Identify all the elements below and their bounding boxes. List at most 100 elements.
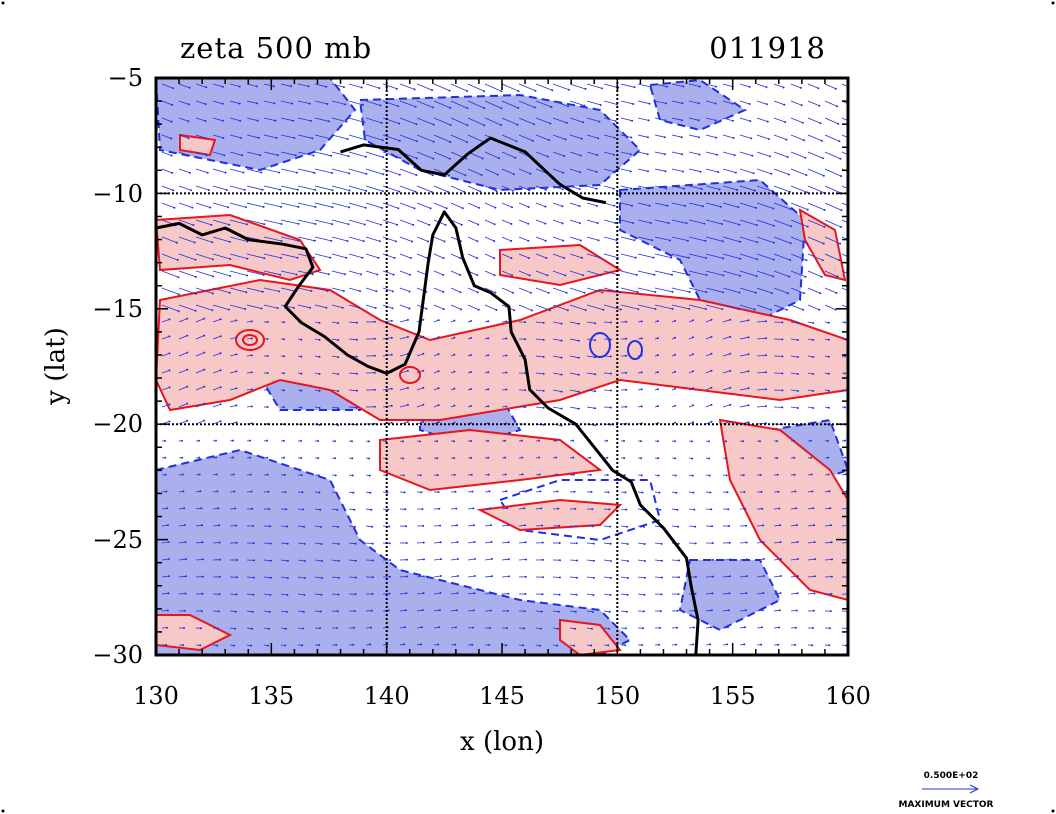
wind-vector-head xyxy=(456,541,459,544)
wind-vector-head xyxy=(487,371,490,374)
wind-vector xyxy=(331,151,349,157)
wind-vector xyxy=(586,542,594,544)
wind-vector xyxy=(535,287,549,294)
wind-vector xyxy=(535,134,550,141)
wind-vector xyxy=(416,370,424,374)
wind-vector-head xyxy=(541,576,544,579)
wind-vector xyxy=(807,304,820,311)
wind-vector xyxy=(773,100,785,106)
wind-vector-head xyxy=(355,389,358,392)
wind-vector xyxy=(552,185,563,190)
wind-vector-head xyxy=(720,223,723,225)
wind-vector xyxy=(688,236,706,242)
wind-vector-head xyxy=(166,609,169,612)
wind-vector-head xyxy=(515,140,518,143)
wind-vector-head xyxy=(813,558,816,561)
wind-vector-head xyxy=(577,373,580,376)
wind-vector-head xyxy=(352,643,355,646)
wind-vector-head xyxy=(598,120,601,123)
wind-vector-head xyxy=(293,137,296,139)
wind-vector-head xyxy=(787,173,790,176)
wind-vector xyxy=(790,406,798,409)
wind-vector-head xyxy=(202,558,204,561)
wind-vector-head xyxy=(747,387,750,390)
wind-vector xyxy=(586,355,596,358)
wind-vector-head xyxy=(453,473,456,476)
wind-vector-head xyxy=(674,440,676,443)
wind-vector-head xyxy=(742,457,745,460)
wind-vector-head xyxy=(556,644,559,647)
wind-vector-head xyxy=(785,308,788,311)
wind-vector xyxy=(416,100,434,108)
wind-vector-head xyxy=(729,352,732,355)
wind-vector xyxy=(178,236,195,243)
wind-vector-head xyxy=(680,136,683,139)
wind-vector-head xyxy=(729,369,732,372)
wind-vector-head xyxy=(285,508,288,511)
wind-vector-head xyxy=(656,405,659,408)
wind-vector-head xyxy=(779,592,782,595)
wind-vector xyxy=(365,525,373,528)
wind-vector xyxy=(841,253,848,258)
wind-vector xyxy=(620,525,628,528)
wind-vector-head xyxy=(524,389,527,392)
wind-vector-head xyxy=(228,240,231,243)
wind-vector xyxy=(722,404,731,408)
wind-vector-head xyxy=(336,610,339,613)
wind-vector xyxy=(280,525,288,527)
wind-vector xyxy=(297,304,311,309)
wind-vector-head xyxy=(368,440,370,443)
wind-vector-head xyxy=(516,123,519,126)
wind-vector xyxy=(637,236,653,241)
wind-vector xyxy=(552,236,564,241)
wind-vector-head xyxy=(187,120,190,123)
wind-vector xyxy=(178,541,186,544)
wind-vector xyxy=(535,236,546,242)
wind-vector xyxy=(280,304,294,309)
wind-vector xyxy=(586,117,600,122)
wind-vector xyxy=(637,134,648,138)
wind-vector-head xyxy=(188,86,191,89)
wind-vector-head xyxy=(811,490,814,493)
wind-vector-head xyxy=(619,291,622,294)
wind-vector xyxy=(671,270,690,276)
wind-vector-head xyxy=(437,370,440,373)
wind-vector-head xyxy=(472,507,475,510)
wind-vector-head xyxy=(810,456,813,459)
wind-vector xyxy=(382,270,394,275)
wind-vector-head xyxy=(629,170,632,173)
wind-vector xyxy=(467,304,479,311)
wind-vector xyxy=(722,370,731,374)
wind-vector-head xyxy=(654,291,657,293)
wind-vector xyxy=(688,253,707,259)
wind-vector-head xyxy=(318,321,321,324)
wind-vector xyxy=(603,304,622,310)
wind-vector xyxy=(365,117,382,124)
wind-vector xyxy=(433,287,444,293)
wind-vector xyxy=(501,134,517,142)
wind-vector xyxy=(161,236,177,243)
wind-vector-head xyxy=(810,439,812,442)
wind-vector xyxy=(382,388,392,391)
wind-vector-head xyxy=(828,490,831,493)
wind-vector-head xyxy=(453,370,456,373)
wind-vector-head xyxy=(579,171,581,174)
wind-vector xyxy=(552,355,562,358)
wind-vector xyxy=(620,287,638,293)
wind-vector xyxy=(552,304,568,311)
wind-vector-head xyxy=(820,139,823,142)
wind-vector-head xyxy=(594,339,597,342)
wind-vector-head xyxy=(303,560,306,562)
wind-vector xyxy=(739,168,754,174)
wind-vector-head xyxy=(368,474,371,477)
wind-vector-head xyxy=(397,105,400,108)
wind-vector-head xyxy=(583,291,586,294)
wind-vector-head xyxy=(782,86,785,89)
wind-vector-head xyxy=(685,222,688,225)
wind-vector-head xyxy=(455,507,458,510)
wind-vector xyxy=(195,559,204,561)
wind-vector-head xyxy=(761,626,763,629)
wind-vector-head xyxy=(581,256,583,259)
wind-vector-head xyxy=(506,507,509,510)
wind-vector-head xyxy=(256,102,258,105)
